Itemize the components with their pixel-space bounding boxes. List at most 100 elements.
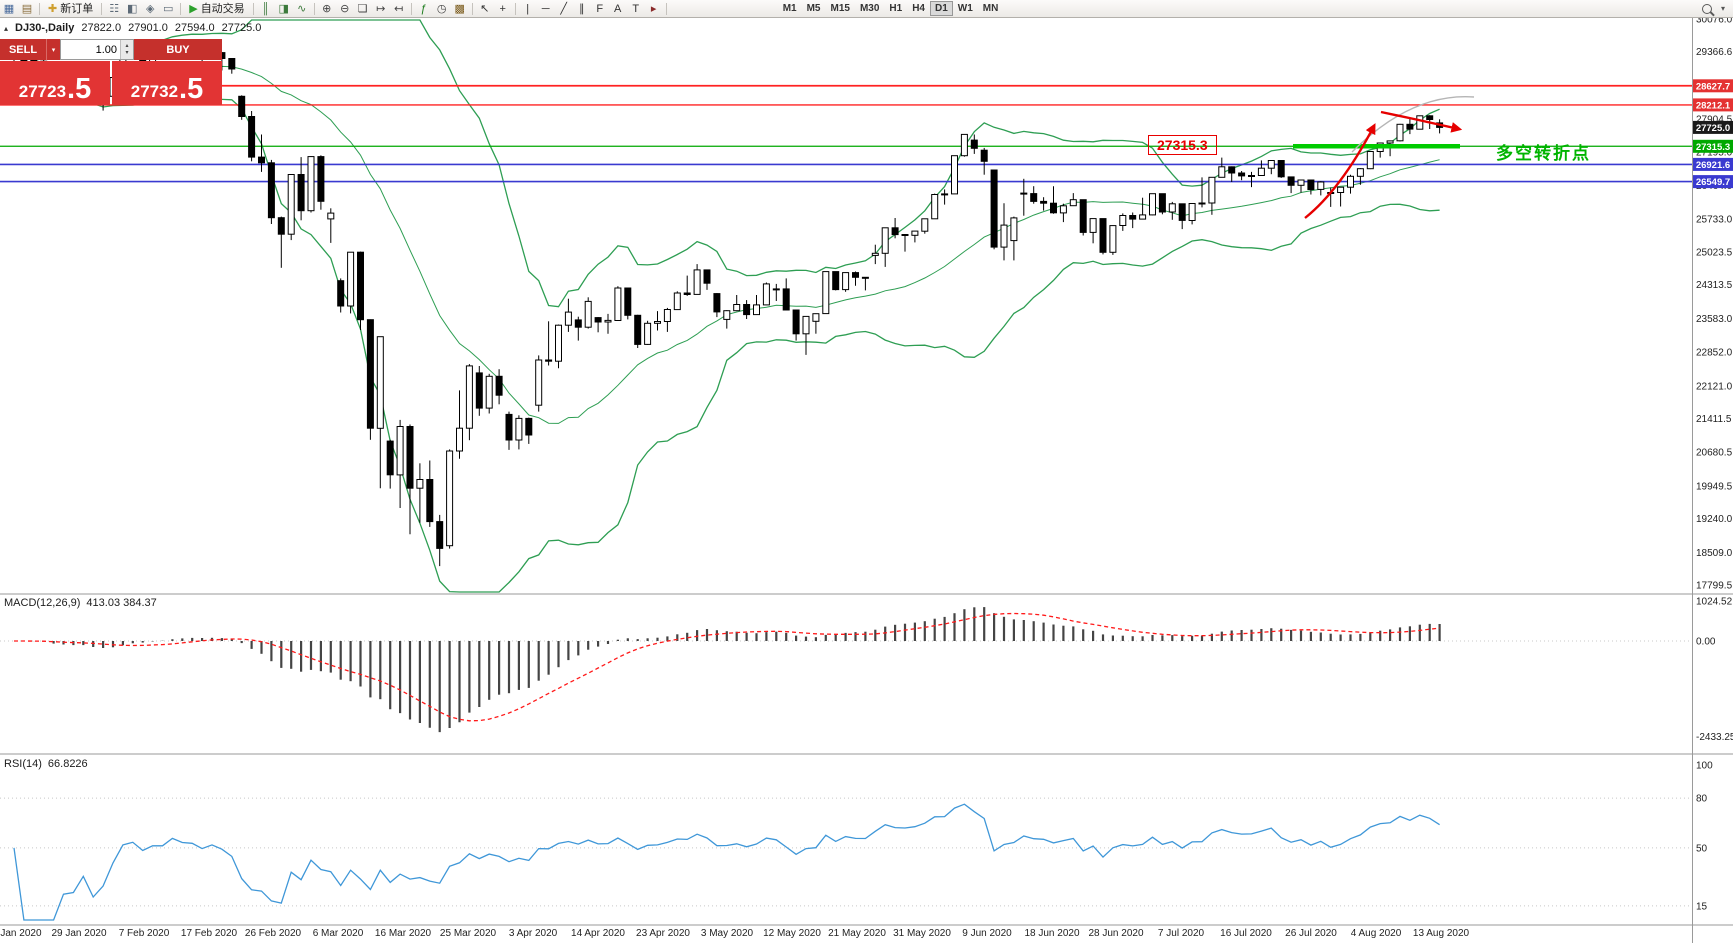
trendline-icon[interactable]: ╱	[560, 2, 567, 15]
fibonacci-icon[interactable]: F	[596, 2, 604, 15]
timeframe-h4[interactable]: H4	[912, 3, 925, 14]
svg-text:-2433.25: -2433.25	[1696, 732, 1733, 743]
arrows-icon[interactable]: ▸	[650, 2, 657, 15]
timeframe-d1[interactable]: D1	[930, 1, 953, 16]
svg-text:23 Apr 2020: 23 Apr 2020	[636, 928, 690, 939]
profiles-icon[interactable]: ▤	[21, 2, 33, 15]
order-options-dropdown[interactable]: ▾	[46, 39, 60, 60]
search-icon[interactable]	[1701, 3, 1712, 14]
volume-input[interactable]	[61, 40, 120, 59]
timeframe-m30[interactable]: M30	[859, 3, 880, 14]
buy-button[interactable]: BUY	[134, 39, 222, 60]
sell-button[interactable]: SELL	[0, 39, 46, 60]
terminal-icon[interactable]: ▭	[163, 2, 174, 15]
tile-windows-icon[interactable]: ❏	[357, 2, 368, 15]
ask-main-digits: 27732	[130, 82, 179, 102]
toolbar-separator	[39, 2, 40, 15]
macd-histogram	[32, 607, 1441, 733]
svg-text:50: 50	[1696, 843, 1708, 854]
toolbar-separator	[514, 2, 516, 15]
timeframe-w1[interactable]: W1	[957, 3, 973, 14]
market-watch-icon[interactable]: ☷	[109, 2, 120, 15]
toolbar-separator	[101, 2, 103, 15]
timeframe-m1[interactable]: M1	[782, 3, 797, 14]
macd-name: MACD(12,26,9)	[4, 597, 81, 609]
autotrade-button-label: 自动交易	[200, 2, 245, 15]
new-order-button-label: 新订单	[60, 2, 94, 15]
svg-text:0.00: 0.00	[1696, 637, 1716, 648]
ask-fraction-digits: .5	[179, 73, 204, 106]
volume-down-icon[interactable]: ▾	[125, 49, 129, 56]
axis-price-badges: 28627.7 28212.1 27725.0 27315.3 26921.6 26549…	[1693, 79, 1733, 189]
trade-panel-prices: 27723 .5 27732 .5	[0, 61, 222, 105]
rsi-label: RSI(14) 66.8226	[4, 758, 88, 770]
svg-text:14 Apr 2020: 14 Apr 2020	[571, 928, 625, 939]
macd-label: MACD(12,26,9) 413.03 384.37	[4, 597, 157, 609]
zoom-in-icon[interactable]: ⊕	[322, 2, 332, 15]
svg-text:13 Aug 2020: 13 Aug 2020	[1413, 928, 1470, 939]
new-chart-icon[interactable]: ▦	[3, 2, 15, 15]
text-icon[interactable]: T	[632, 2, 640, 15]
turning-point-label[interactable]: 多空转折点	[1496, 144, 1591, 163]
svg-text:23583.0: 23583.0	[1696, 314, 1733, 325]
svg-text:27725.0: 27725.0	[1696, 123, 1730, 134]
crosshair-icon[interactable]: +	[499, 2, 506, 15]
data-window-icon[interactable]: ◧	[127, 2, 138, 15]
one-click-trading-panel: SELL ▾ ▴ ▾ BUY 27723 .5 27732 .5	[0, 39, 222, 105]
ask-price[interactable]: 27732 .5	[112, 61, 222, 105]
candles	[10, 42, 1444, 567]
toolbar-separator	[665, 2, 667, 15]
timeframe-h1[interactable]: H1	[889, 3, 903, 14]
auto-scroll-icon[interactable]: ↦	[376, 2, 386, 15]
close-value: 27725.0	[221, 22, 262, 34]
symbol-label: DJ30-,Daily	[15, 22, 75, 34]
toolbar-overflow-icon[interactable]: ▾	[1720, 4, 1725, 13]
svg-text:19240.0: 19240.0	[1696, 514, 1733, 525]
cursor-icon[interactable]: ↖	[480, 2, 490, 15]
timeframe-m15[interactable]: M15	[830, 3, 850, 14]
horizontal-line-icon[interactable]: ─	[541, 2, 550, 15]
rally-arrow[interactable]	[1304, 123, 1376, 219]
high-value: 27901.0	[128, 22, 168, 34]
timeframe-mn[interactable]: MN	[982, 3, 999, 14]
svg-text:100: 100	[1696, 761, 1713, 772]
svg-text:18 Jun 2020: 18 Jun 2020	[1024, 928, 1079, 939]
autotrade-button[interactable]: ▶ 自动交易	[184, 1, 249, 17]
svg-text:25 Mar 2020: 25 Mar 2020	[440, 928, 497, 939]
svg-text:3 Apr 2020: 3 Apr 2020	[509, 928, 558, 939]
volume-stepper[interactable]: ▴ ▾	[120, 40, 133, 59]
candle-chart-icon[interactable]: ◨	[278, 2, 289, 15]
svg-text:17 Feb 2020: 17 Feb 2020	[181, 928, 238, 939]
new-order-button[interactable]: ✚ 新订单	[43, 1, 98, 17]
timeframe-m5[interactable]: M5	[806, 3, 821, 14]
macd-values: 413.03 384.37	[86, 597, 157, 609]
vertical-line-icon[interactable]: |	[526, 2, 530, 15]
rsi-line	[13, 803, 1440, 921]
bid-price[interactable]: 27723 .5	[0, 61, 110, 105]
svg-text:7 Feb 2020: 7 Feb 2020	[119, 928, 170, 939]
channel-icon[interactable]: ∥	[578, 2, 585, 15]
svg-text:26549.7: 26549.7	[1696, 177, 1730, 188]
svg-text:21 May 2020: 21 May 2020	[828, 928, 886, 939]
chart-shift-icon[interactable]: ↤	[394, 2, 404, 15]
horizontal-levels[interactable]	[0, 84, 1692, 183]
bar-chart-icon[interactable]: ║	[261, 2, 270, 15]
svg-text:19949.5: 19949.5	[1696, 481, 1733, 492]
line-chart-icon[interactable]: ∿	[297, 2, 307, 15]
zoom-out-icon[interactable]: ⊖	[340, 2, 350, 15]
indicators-icon[interactable]: ƒ	[420, 2, 427, 15]
trade-panel-controls: SELL ▾ ▴ ▾ BUY	[0, 39, 222, 60]
navigator-icon[interactable]: ◈	[145, 2, 155, 15]
bid-fraction-digits: .5	[67, 73, 92, 106]
pullback-arrow[interactable]	[1380, 110, 1463, 133]
svg-text:20 Jan 2020: 20 Jan 2020	[0, 928, 42, 939]
templates-icon[interactable]: ▩	[454, 2, 465, 15]
svg-text:27904.5: 27904.5	[1696, 115, 1733, 126]
text-label-icon[interactable]: A	[614, 2, 622, 15]
new-order-button-icon: ✚	[48, 2, 58, 15]
support-price-label[interactable]: 27315.3	[1148, 135, 1217, 155]
periods-icon[interactable]: ◷	[436, 2, 447, 15]
volume-up-icon[interactable]: ▴	[125, 42, 129, 49]
svg-text:9 Jun 2020: 9 Jun 2020	[962, 928, 1012, 939]
